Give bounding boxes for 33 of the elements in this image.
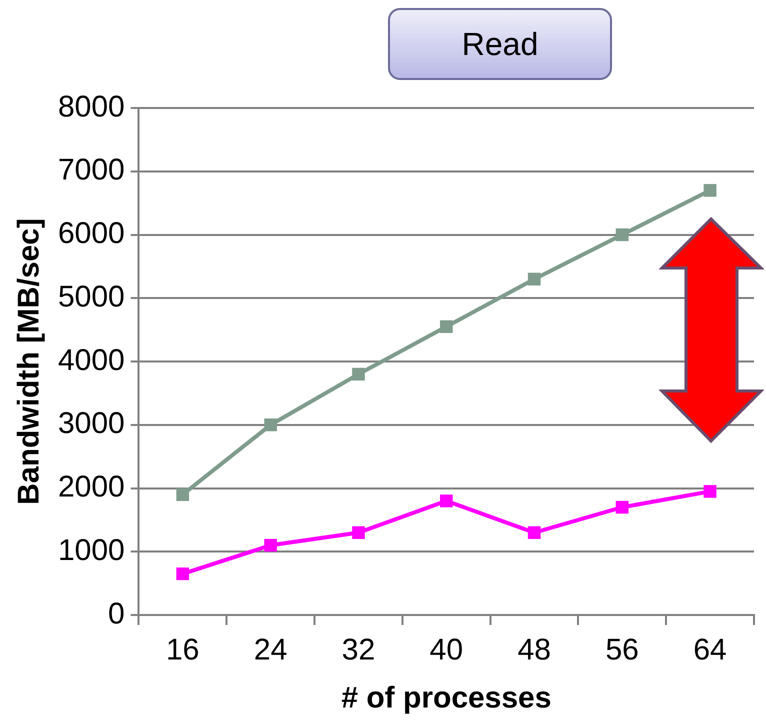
point [704, 485, 716, 498]
y-tick-label: 5000 [58, 280, 125, 314]
y-tick-label: 3000 [58, 407, 125, 440]
point [616, 500, 629, 514]
x-tick-label: 32 [342, 633, 376, 666]
point [264, 538, 277, 552]
point [352, 526, 365, 539]
chart-title: Read [388, 8, 612, 80]
y-tick-label: 4000 [58, 344, 125, 377]
point [704, 184, 716, 197]
y-tick-label: 0 [108, 597, 125, 630]
point [528, 272, 541, 286]
point [440, 320, 453, 334]
x-axis-title: # of processes [341, 681, 552, 714]
point [440, 494, 453, 508]
x-tick-label: 56 [605, 633, 639, 666]
point [264, 418, 277, 432]
x-tick-label: 24 [254, 633, 288, 666]
x-tick-label: 64 [693, 633, 727, 666]
y-tick-label: 8000 [58, 90, 125, 124]
point [352, 368, 365, 381]
point [176, 488, 190, 501]
point [528, 526, 541, 539]
point [176, 567, 190, 580]
y-axis-title: Bandwidth [MB/sec] [12, 218, 46, 505]
x-tick-label: 48 [518, 633, 551, 666]
y-tick-label: 2000 [58, 470, 125, 504]
x-tick-label: 40 [430, 633, 464, 666]
y-tick-label: 1000 [58, 534, 125, 567]
point [616, 228, 629, 242]
y-tick-label: 6000 [58, 217, 125, 250]
y-tick-label: 7000 [58, 154, 125, 187]
x-tick-label: 16 [166, 633, 200, 666]
